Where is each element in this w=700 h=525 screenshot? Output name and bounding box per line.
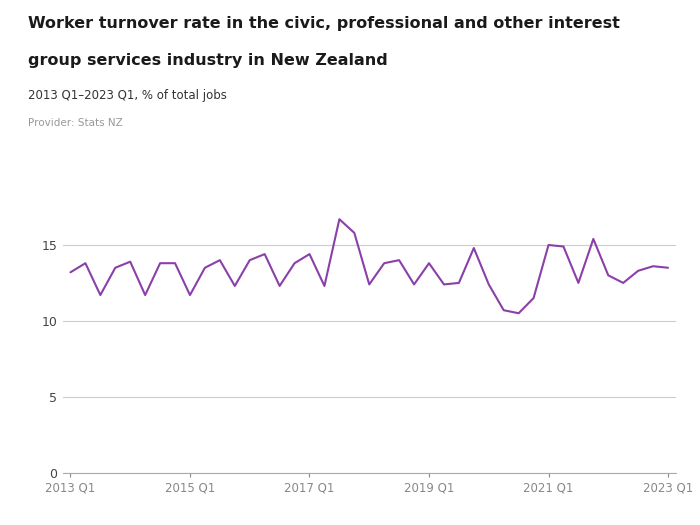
Text: Provider: Stats NZ: Provider: Stats NZ [28, 118, 122, 128]
Text: figure.nz: figure.nz [583, 20, 657, 34]
Text: Worker turnover rate in the civic, professional and other interest: Worker turnover rate in the civic, profe… [28, 16, 620, 31]
Text: group services industry in New Zealand: group services industry in New Zealand [28, 52, 388, 68]
Text: 2013 Q1–2023 Q1, % of total jobs: 2013 Q1–2023 Q1, % of total jobs [28, 89, 227, 102]
